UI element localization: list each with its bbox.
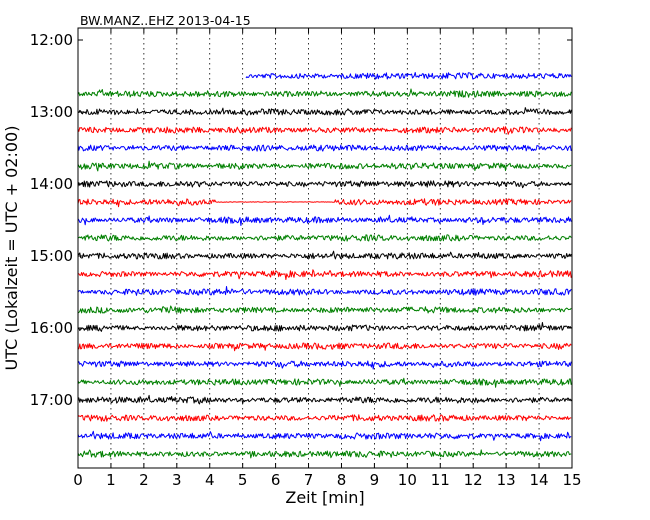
x-tick-label-9: 9 <box>370 471 380 489</box>
traces <box>77 72 573 459</box>
x-tick-label-11: 11 <box>431 471 450 489</box>
y-axis-label: UTC (Lokalzeit = UTC + 02:00) <box>2 126 21 371</box>
y-tick-label-14:00: 14:00 <box>30 175 73 193</box>
trace-1230 <box>245 72 573 80</box>
trace-1315 <box>77 126 572 135</box>
x-tick-label-3: 3 <box>172 471 182 489</box>
x-tick-label-1: 1 <box>106 471 116 489</box>
y-axis-tick-labels: 12:00 13:00 14:00 15:00 16:00 17:00 <box>30 31 73 409</box>
x-tick-label-7: 7 <box>304 471 314 489</box>
trace-1245 <box>77 88 572 98</box>
trace-1700 <box>77 394 572 405</box>
trace-1530 <box>77 286 572 296</box>
trace-1515 <box>78 269 572 280</box>
trace-1730 <box>77 430 572 442</box>
x-tick-label-4: 4 <box>205 471 215 489</box>
trace-1500 <box>77 250 572 260</box>
trace-1345 <box>77 160 572 172</box>
y-tick-label-15:00: 15:00 <box>30 247 73 265</box>
trace-1630 <box>77 360 572 370</box>
trace-1415 <box>77 198 572 208</box>
trace-1615 <box>77 342 572 352</box>
y-tick-label-17:00: 17:00 <box>30 391 73 409</box>
trace-1445 <box>77 234 572 242</box>
plot-frame <box>77 27 573 469</box>
y-tick-label-13:00: 13:00 <box>30 103 73 121</box>
x-tick-label-10: 10 <box>398 471 417 489</box>
x-tick-label-0: 0 <box>73 471 83 489</box>
trace-1545 <box>77 305 572 314</box>
chart-title: BW.MANZ..EHZ 2013-04-15 <box>80 13 251 28</box>
trace-1645 <box>77 377 572 388</box>
x-axis-label: Zeit [min] <box>285 488 364 507</box>
x-tick-label-14: 14 <box>530 471 549 489</box>
x-tick-label-15: 15 <box>562 471 581 489</box>
x-tick-label-5: 5 <box>238 471 248 489</box>
trace-1300 <box>77 107 572 116</box>
trace-1400 <box>77 180 572 189</box>
x-axis-tick-labels: 0 1 2 3 4 5 6 7 8 9 10 11 12 13 14 15 <box>73 471 581 489</box>
trace-1430 <box>77 214 572 226</box>
x-tick-label-13: 13 <box>497 471 516 489</box>
axis-ticks <box>77 28 573 468</box>
x-tick-label-6: 6 <box>271 471 281 489</box>
trace-1745 <box>77 449 572 459</box>
y-tick-label-16:00: 16:00 <box>30 319 73 337</box>
grid-lines <box>110 28 540 468</box>
x-tick-label-12: 12 <box>464 471 483 489</box>
x-tick-label-2: 2 <box>139 471 149 489</box>
trace-1600 <box>77 322 572 332</box>
trace-1715 <box>77 414 572 422</box>
y-tick-label-12:00: 12:00 <box>30 31 73 49</box>
x-tick-label-8: 8 <box>337 471 347 489</box>
trace-1330 <box>77 144 572 152</box>
